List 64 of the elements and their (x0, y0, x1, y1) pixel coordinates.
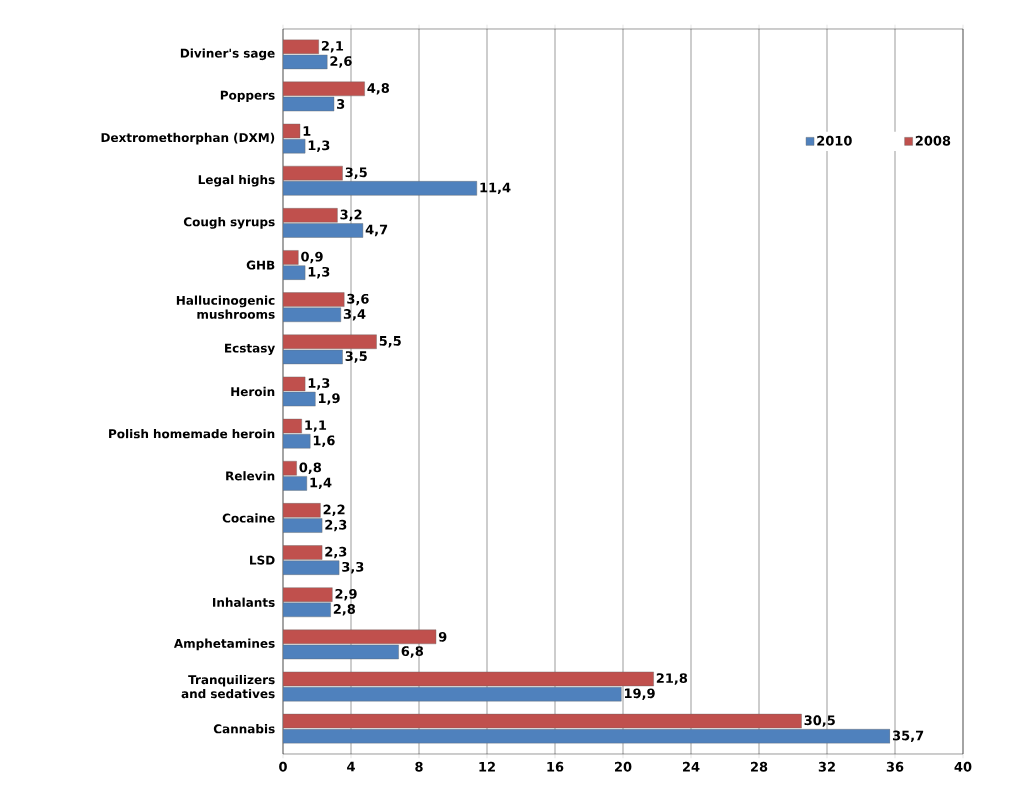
data-label: 1,3 (308, 140, 330, 152)
y-tick-label: Polish homemade heroin (109, 429, 275, 439)
data-label: 1,6 (313, 435, 335, 447)
data-label: 3,5 (345, 351, 367, 363)
legend-label: 2008 (915, 135, 951, 146)
legend-label: 2010 (817, 135, 852, 146)
data-label: 9 (438, 631, 447, 642)
x-tick-label: 16 (547, 761, 564, 772)
y-tick-label: Amphetamines (173, 638, 275, 651)
data-label: 1,9 (318, 393, 340, 405)
y-tick-label: Poppers (220, 90, 275, 103)
data-label: 3,6 (347, 293, 369, 306)
x-tick-label: 4 (347, 761, 355, 772)
data-label: 5,5 (379, 336, 401, 348)
data-label: 0,8 (299, 462, 322, 474)
y-tick-label: Cocaine (222, 513, 275, 523)
data-label: 4,7 (365, 224, 388, 237)
y-tick-label: GHB (246, 260, 275, 270)
x-tick-label: 24 (682, 761, 700, 772)
data-label: 0,9 (301, 251, 323, 264)
x-tick-label: 12 (479, 761, 495, 772)
data-label: 3,4 (343, 309, 366, 321)
y-tick-label: Diviner's sage (180, 48, 275, 61)
y-tick-label: Legal highs (198, 174, 275, 187)
y-tick-label: Dextromethorphan (DXM) (101, 132, 275, 145)
y-tick-label: Tranquilizers and sedatives (181, 674, 275, 699)
x-tick-label: 20 (614, 761, 632, 772)
data-label: 21,8 (656, 673, 688, 685)
data-label: 1,3 (308, 266, 330, 279)
x-tick-label: 40 (954, 761, 972, 772)
data-label: 2,3 (325, 519, 347, 532)
data-label: 1,1 (305, 420, 327, 432)
data-label: 11,4 (480, 182, 511, 194)
y-tick-label: Ecstasy (225, 343, 275, 356)
data-label: 2,6 (330, 56, 352, 68)
x-tick-label: 0 (279, 761, 287, 772)
data-label: 1,3 (308, 378, 330, 390)
x-tick-label: 32 (818, 761, 835, 772)
data-label: 2,8 (333, 604, 356, 616)
data-label: 35,7 (892, 730, 924, 743)
y-tick-label: Relevin (226, 471, 275, 481)
data-label: 19,9 (624, 688, 655, 700)
data-label: 3,3 (342, 561, 364, 574)
y-tick-label: Cannabis (213, 724, 275, 734)
data-label: 3 (337, 99, 345, 109)
x-tick-label: 28 (750, 761, 768, 772)
data-label: 6,8 (401, 646, 424, 658)
data-label: 2,2 (323, 504, 345, 517)
data-label: 2,1 (321, 40, 344, 53)
y-tick-label: Inhalants (213, 597, 275, 607)
data-label: 3,5 (345, 167, 367, 179)
y-tick-label: LSD (250, 555, 275, 565)
data-label: 3,2 (340, 209, 362, 222)
y-tick-label: Heroin (231, 386, 275, 397)
x-tick-label: 8 (415, 761, 423, 772)
y-tick-label: Cough syrups (183, 217, 275, 229)
data-label: 30,5 (804, 715, 835, 727)
data-label: 2,3 (325, 546, 347, 559)
data-label: 2,9 (335, 588, 357, 601)
data-label: 1 (303, 126, 311, 136)
y-tick-label: Hallucinogenic mushrooms (176, 295, 275, 319)
data-label: 4,8 (367, 83, 390, 95)
x-tick-label: 36 (886, 761, 904, 772)
data-label: 1,4 (310, 477, 332, 490)
